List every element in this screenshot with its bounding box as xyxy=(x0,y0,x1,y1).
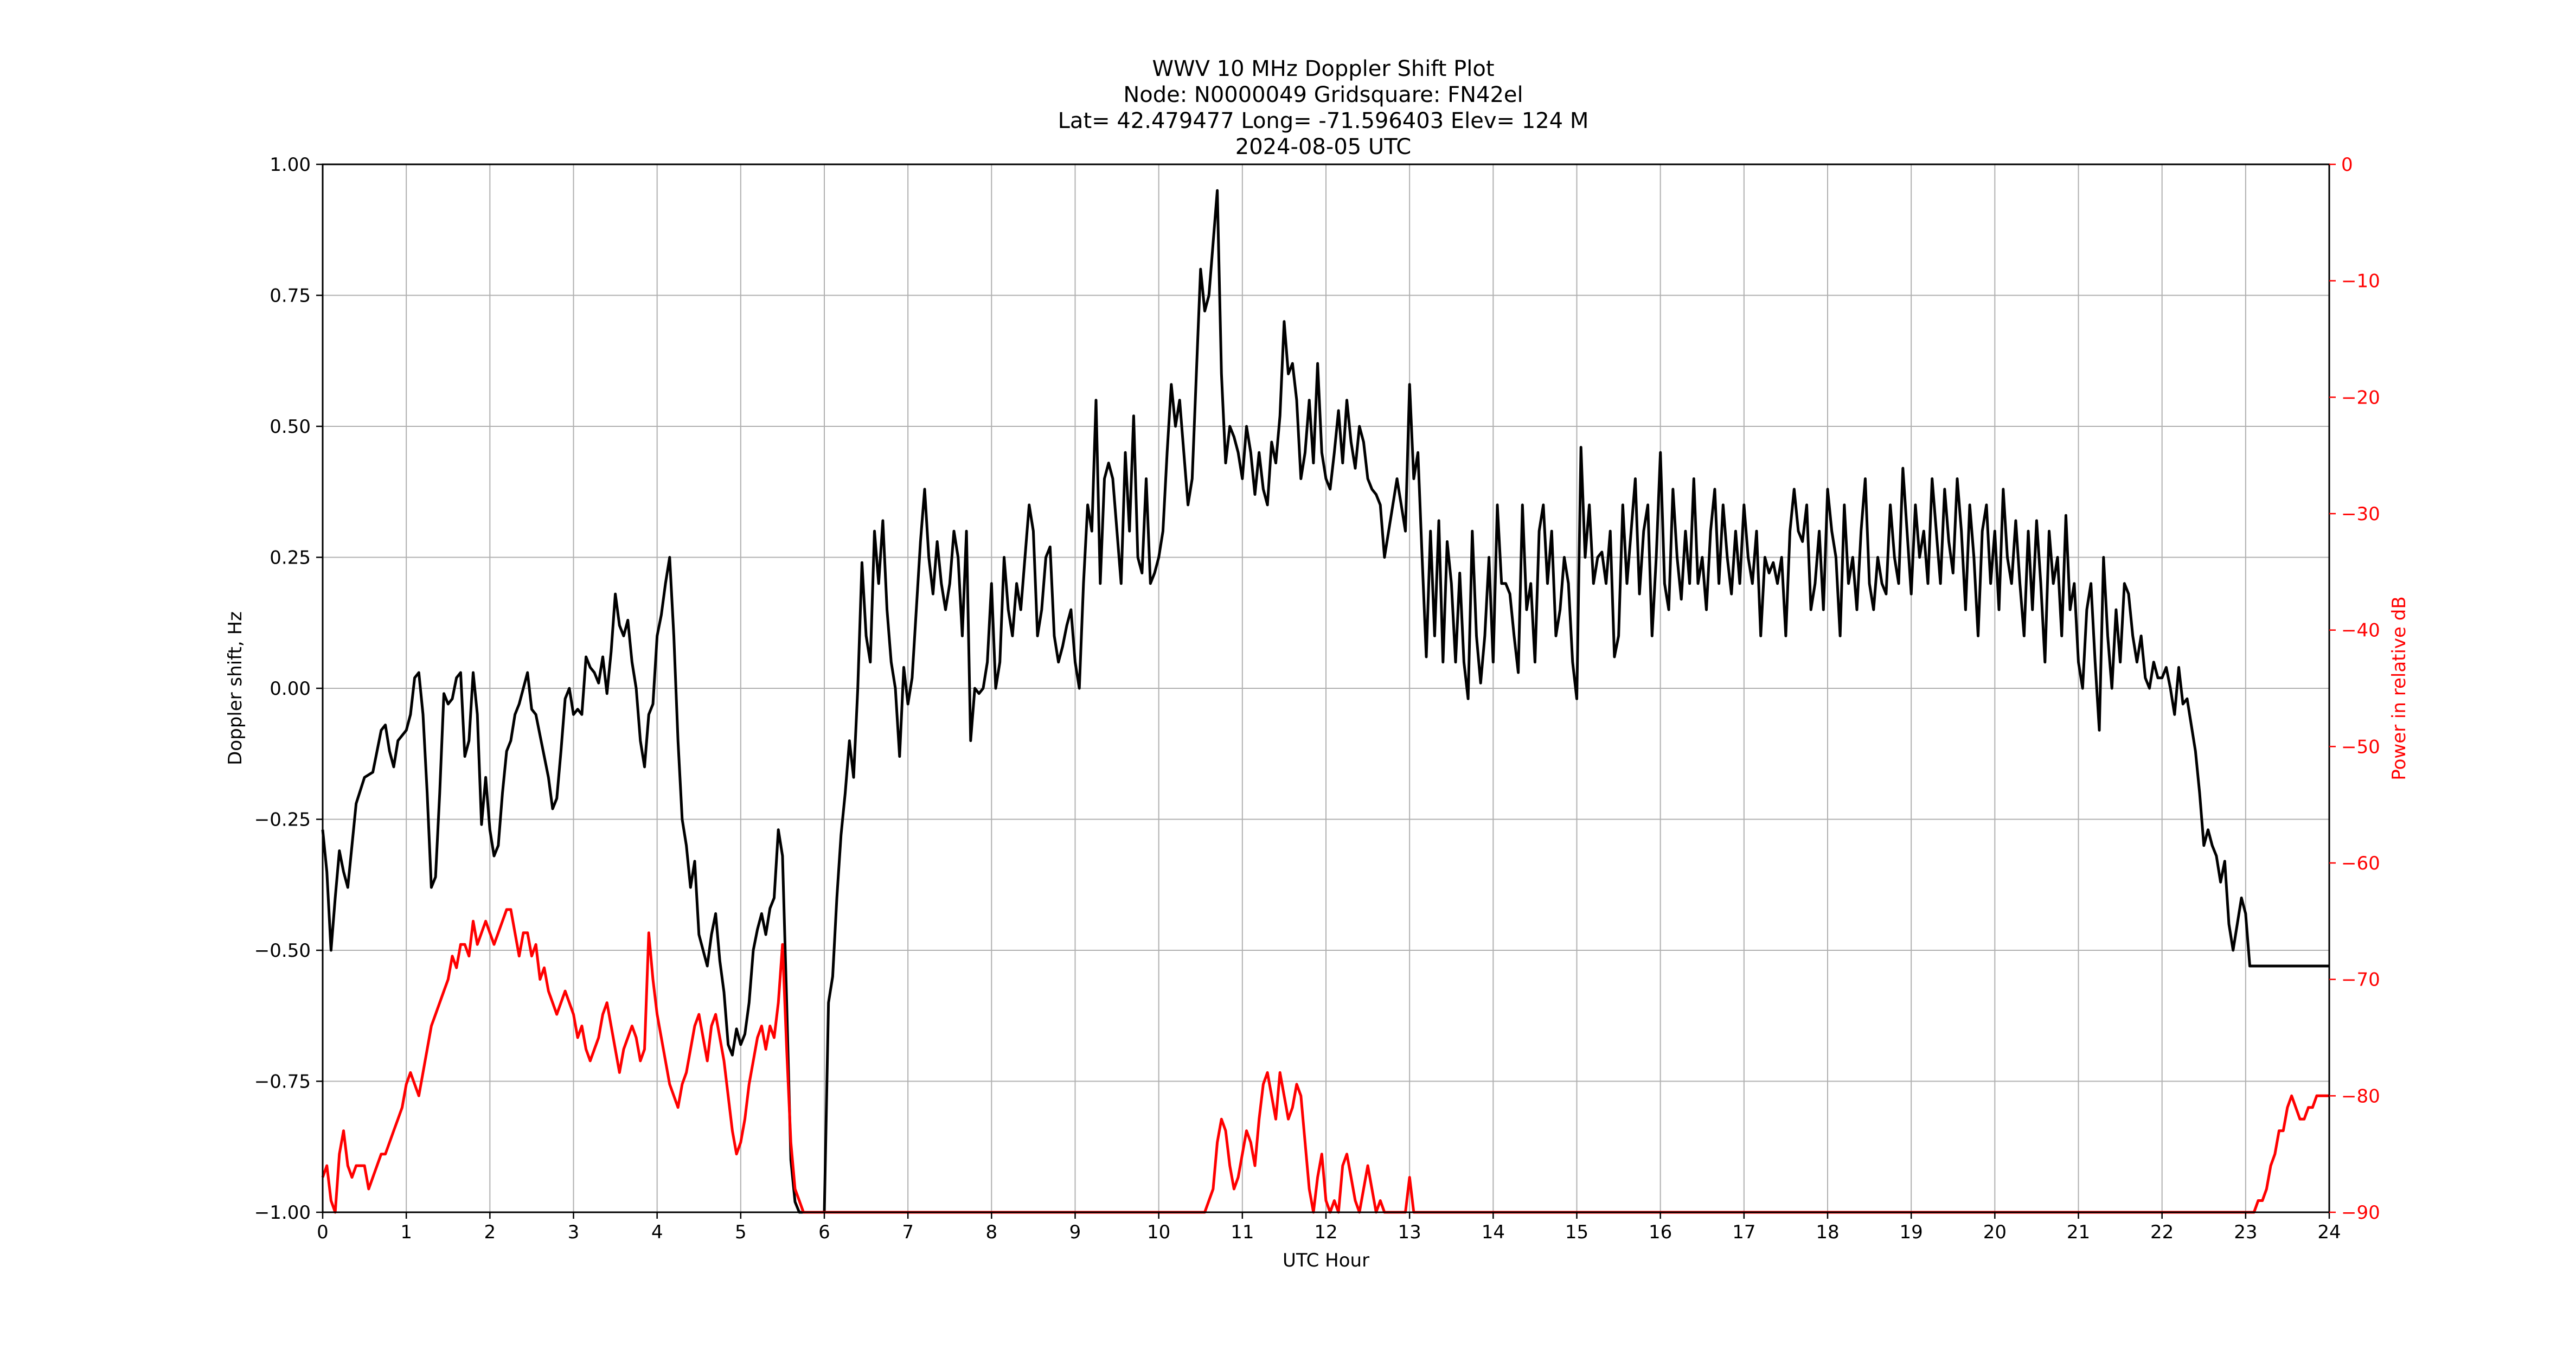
y2-tick-label: −90 xyxy=(2341,1202,2380,1224)
x-tick-label: 18 xyxy=(1816,1221,1839,1243)
y-tick-label: 0.00 xyxy=(270,678,311,700)
y-tick-label: −0.50 xyxy=(254,940,311,962)
y2-tick-label: −50 xyxy=(2341,736,2380,758)
y-tick-label: −0.75 xyxy=(254,1071,311,1093)
y2-tick-label: −30 xyxy=(2341,503,2380,525)
x-tick-label: 10 xyxy=(1147,1221,1170,1243)
x-tick-label: 16 xyxy=(1649,1221,1672,1243)
x-tick-label: 8 xyxy=(986,1221,998,1243)
x-tick-label: 4 xyxy=(651,1221,663,1243)
y2-axis-label: Power in relative dB xyxy=(2388,596,2410,780)
axis-ticks: 0 1 2 3 4 5 6 7 8 9 10 11 12 13 14 15 16 17 18 19 20 21 22 23 24… xyxy=(254,154,2380,1243)
x-tick-label: 17 xyxy=(1732,1221,1755,1243)
y2-tick-label: −10 xyxy=(2341,271,2380,292)
x-tick-label: 7 xyxy=(902,1221,914,1243)
x-tick-label: 13 xyxy=(1398,1221,1421,1243)
chart-title-line-2: Node: N0000049 Gridsquare: FN42el xyxy=(1123,82,1523,107)
chart-title: WWV 10 MHz Doppler Shift Plot Node: N000… xyxy=(1058,56,1589,159)
x-tick-label: 5 xyxy=(735,1221,747,1243)
x-tick-label: 24 xyxy=(2317,1221,2341,1243)
x-tick-label: 19 xyxy=(1900,1221,1923,1243)
y2-tick-label: −80 xyxy=(2341,1085,2380,1107)
chart-title-line-3: Lat= 42.479477 Long= -71.596403 Elev= 12… xyxy=(1058,108,1589,133)
x-tick-label: 1 xyxy=(400,1221,412,1243)
y-tick-label: 0.75 xyxy=(270,285,311,307)
y-tick-label: 0.25 xyxy=(270,547,311,569)
y2-tick-label: 0 xyxy=(2341,154,2353,176)
y-tick-label: −1.00 xyxy=(254,1202,311,1224)
x-tick-label: 14 xyxy=(1482,1221,1505,1243)
x-tick-label: 3 xyxy=(568,1221,580,1243)
series-group xyxy=(321,189,2329,1214)
x-tick-label: 22 xyxy=(2150,1221,2174,1243)
x-tick-label: 9 xyxy=(1069,1221,1081,1243)
x-axis-label: UTC Hour xyxy=(1283,1250,1369,1271)
x-tick-label: 2 xyxy=(484,1221,496,1243)
x-tick-label: 15 xyxy=(1565,1221,1588,1243)
power-series-line xyxy=(321,908,2329,1214)
x-tick-label: 23 xyxy=(2234,1221,2257,1243)
y2-tick-label: −20 xyxy=(2341,387,2380,408)
x-tick-label: 6 xyxy=(818,1221,830,1243)
y-tick-label: 1.00 xyxy=(270,154,311,176)
y-tick-label: −0.25 xyxy=(254,809,311,831)
y-tick-label: 0.50 xyxy=(270,416,311,438)
y2-tick-label: −40 xyxy=(2341,620,2380,642)
y-axis-label: Doppler shift, Hz xyxy=(225,611,246,765)
chart-title-line-1: WWV 10 MHz Doppler Shift Plot xyxy=(1152,56,1494,81)
doppler-series-line xyxy=(321,189,2329,1214)
y2-tick-label: −60 xyxy=(2341,853,2380,874)
x-tick-label: 11 xyxy=(1231,1221,1254,1243)
x-tick-label: 21 xyxy=(2067,1221,2090,1243)
chart-title-line-4: 2024-08-05 UTC xyxy=(1235,135,1411,159)
x-tick-label: 0 xyxy=(317,1221,329,1243)
x-tick-label: 12 xyxy=(1314,1221,1337,1243)
x-tick-label: 20 xyxy=(1983,1221,2007,1243)
y2-tick-label: −70 xyxy=(2341,969,2380,991)
